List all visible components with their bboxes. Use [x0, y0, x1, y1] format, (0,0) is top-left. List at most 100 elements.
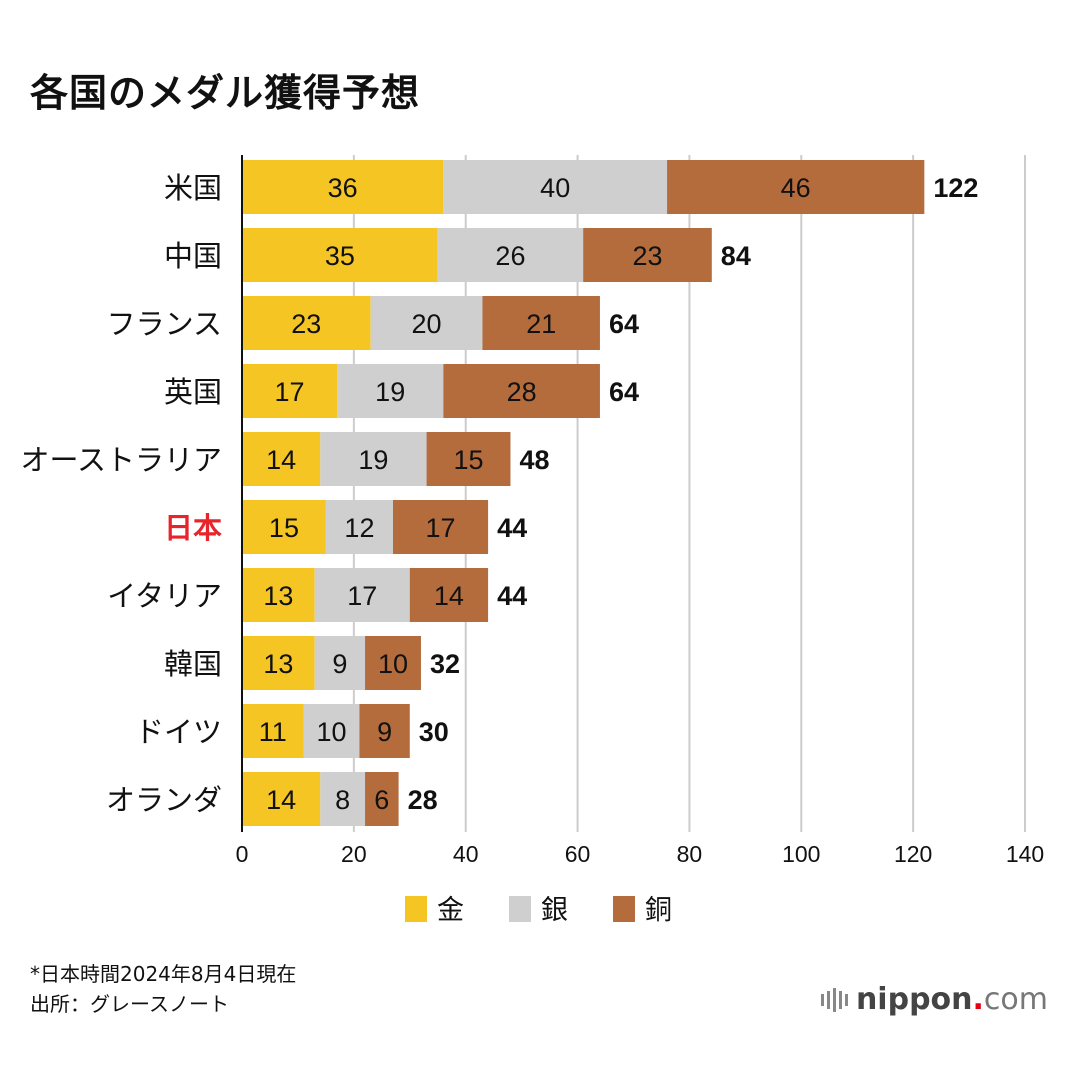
- total-label-6: 44: [497, 581, 527, 611]
- value-label-金-1: 35: [325, 241, 355, 271]
- bar-金-3: [242, 364, 338, 418]
- bar-金-5: [242, 500, 326, 554]
- value-label-銀-5: 12: [344, 513, 374, 543]
- value-label-銅-3: 28: [507, 377, 537, 407]
- value-label-銀-3: 19: [375, 377, 405, 407]
- bar-金-9: [242, 772, 321, 826]
- value-label-銀-4: 19: [358, 445, 388, 475]
- value-label-銀-2: 20: [412, 309, 442, 339]
- stacked-bar-chart: 36 40 46 122 35 26 23 84 23 20 21 64 17 19 28 64 14 19 15 4…: [20, 155, 1044, 926]
- bar-金-6: [242, 568, 315, 622]
- logo-suffix: com: [983, 982, 1048, 1017]
- bar-金-2: [242, 296, 371, 350]
- value-label-銅-9: 6: [374, 785, 389, 815]
- bar-銀-9: [320, 772, 366, 826]
- total-label-1: 84: [721, 241, 751, 271]
- bar-銅-2: [482, 296, 600, 350]
- value-label-銅-8: 9: [377, 717, 392, 747]
- value-label-金-2: 23: [291, 309, 321, 339]
- total-label-0: 122: [933, 173, 978, 203]
- category-label-3: 英国: [164, 375, 222, 409]
- logo-dot: .: [972, 982, 984, 1017]
- bar-銀-3: [337, 364, 444, 418]
- footnote-source: 出所：グレースノート: [30, 992, 229, 1016]
- category-label-0: 米国: [164, 171, 222, 205]
- bar-銀-6: [314, 568, 410, 622]
- bar-銅-1: [583, 228, 712, 282]
- x-tick-label-0: 0: [236, 841, 249, 867]
- value-label-銅-1: 23: [632, 241, 662, 271]
- value-label-金-7: 13: [263, 649, 293, 679]
- bar-銅-5: [393, 500, 489, 554]
- category-label-2: フランス: [107, 307, 222, 341]
- category-label-8: ドイツ: [135, 715, 222, 749]
- bar-銅-3: [443, 364, 600, 418]
- x-tick-label-120: 120: [894, 841, 932, 867]
- total-label-9: 28: [408, 785, 438, 815]
- value-label-金-9: 14: [266, 785, 296, 815]
- bar-銀-5: [325, 500, 394, 554]
- total-label-4: 48: [519, 445, 549, 475]
- x-axis: 0 20 40 60 80 100 120 140: [236, 155, 1044, 867]
- category-label-5: 日本: [164, 511, 222, 545]
- legend: 金銀銅: [405, 895, 672, 926]
- legend-label-金: 金: [437, 895, 464, 926]
- value-label-銀-7: 9: [332, 649, 347, 679]
- total-label-7: 32: [430, 649, 460, 679]
- bar-銀-4: [320, 432, 427, 486]
- bar-銅-6: [409, 568, 489, 622]
- bar-銀-7: [314, 636, 366, 690]
- bar-金-0: [242, 160, 444, 214]
- value-label-銀-6: 17: [347, 581, 377, 611]
- value-label-金-8: 11: [259, 717, 287, 747]
- x-tick-label-80: 80: [677, 841, 703, 867]
- legend-swatch-金: [405, 896, 427, 922]
- value-label-銀-8: 10: [316, 717, 346, 747]
- value-label-金-3: 17: [275, 377, 305, 407]
- bar-金-1: [242, 228, 438, 282]
- logo-mark-icon: [820, 987, 848, 1012]
- chart-title: 各国のメダル獲得予想: [30, 71, 421, 115]
- value-label-銅-7: 10: [378, 649, 408, 679]
- x-tick-label-40: 40: [453, 841, 479, 867]
- value-label-銅-6: 14: [434, 581, 464, 611]
- x-tick-label-100: 100: [782, 841, 820, 867]
- bar-銅-0: [667, 160, 925, 214]
- legend-label-銀: 銀: [541, 895, 568, 926]
- category-label-1: 中国: [164, 239, 222, 273]
- value-label-銀-1: 26: [495, 241, 525, 271]
- x-tick-label-140: 140: [1006, 841, 1044, 867]
- bar-銅-8: [359, 704, 410, 758]
- category-label-9: オランダ: [106, 783, 222, 817]
- total-label-2: 64: [609, 309, 639, 339]
- x-tick-label-20: 20: [341, 841, 367, 867]
- bar-銅-4: [426, 432, 511, 486]
- total-label-3: 64: [609, 377, 639, 407]
- legend-swatch-銀: [509, 896, 531, 922]
- value-label-銀-0: 40: [540, 173, 570, 203]
- bar-銅-9: [365, 772, 399, 826]
- value-label-銅-0: 46: [781, 173, 811, 203]
- bar-銀-2: [370, 296, 483, 350]
- nippon-logo: nippon. com: [820, 982, 1048, 1017]
- category-label-6: イタリア: [107, 579, 222, 613]
- logo-brand: nippon: [855, 982, 973, 1017]
- bar-銀-1: [437, 228, 584, 282]
- bar-銅-7: [365, 636, 421, 690]
- bar-金-4: [242, 432, 321, 486]
- x-tick-label-60: 60: [565, 841, 591, 867]
- bar-銀-8: [303, 704, 360, 758]
- category-label-7: 韓国: [164, 647, 222, 681]
- legend-label-銅: 銅: [645, 895, 672, 926]
- total-label-5: 44: [497, 513, 527, 543]
- value-label-金-6: 13: [263, 581, 293, 611]
- value-label-銅-5: 17: [426, 513, 456, 543]
- value-label-銅-4: 15: [453, 445, 483, 475]
- total-label-8: 30: [419, 717, 449, 747]
- footnote-date: *日本時間2024年8月4日現在: [30, 962, 297, 986]
- bars: 36 40 46 122 35 26 23 84 23 20 21 64 17 19 28 64 14 19 15 4…: [242, 160, 978, 826]
- value-label-銅-2: 21: [526, 309, 556, 339]
- value-label-金-5: 15: [269, 513, 299, 543]
- bar-銀-0: [443, 160, 668, 214]
